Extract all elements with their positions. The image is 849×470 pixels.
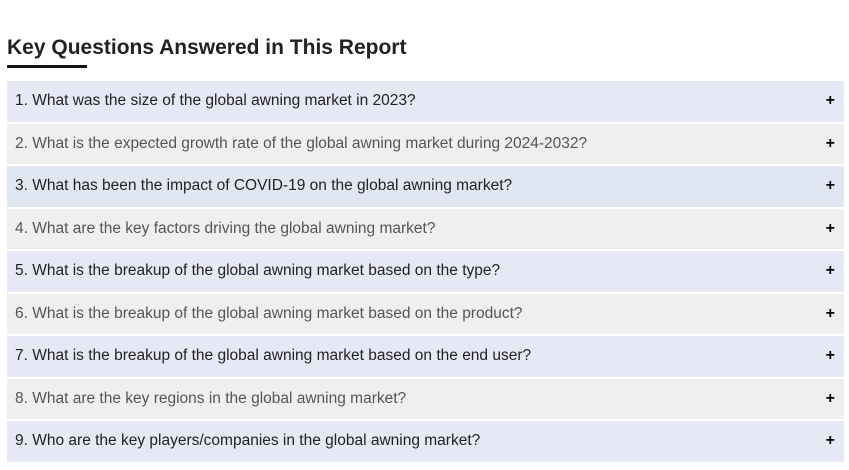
faq-accordion: 1. What was the size of the global awnin… bbox=[7, 81, 844, 464]
faq-item-9[interactable]: 9. Who are the key players/companies in … bbox=[7, 421, 844, 462]
expand-plus-icon[interactable]: + bbox=[825, 177, 835, 195]
expand-plus-icon[interactable]: + bbox=[825, 219, 835, 237]
faq-question: 2. What is the expected growth rate of t… bbox=[15, 134, 588, 152]
faq-question: 4. What are the key factors driving the … bbox=[15, 219, 436, 237]
faq-question: 1. What was the size of the global awnin… bbox=[15, 92, 416, 110]
faq-item-5[interactable]: 5. What is the breakup of the global awn… bbox=[7, 251, 844, 292]
expand-plus-icon[interactable]: + bbox=[825, 134, 835, 152]
faq-item-3[interactable]: 3. What has been the impact of COVID-19 … bbox=[7, 166, 844, 207]
faq-question: 8. What are the key regions in the globa… bbox=[15, 389, 407, 407]
faq-item-4[interactable]: 4. What are the key factors driving the … bbox=[7, 208, 844, 249]
faq-item-2[interactable]: 2. What is the expected growth rate of t… bbox=[7, 123, 844, 164]
expand-plus-icon[interactable]: + bbox=[825, 304, 835, 322]
faq-question: 9. Who are the key players/companies in … bbox=[15, 432, 481, 450]
expand-plus-icon[interactable]: + bbox=[825, 262, 835, 280]
expand-plus-icon[interactable]: + bbox=[825, 389, 835, 407]
expand-plus-icon[interactable]: + bbox=[825, 347, 835, 365]
faq-item-7[interactable]: 7. What is the breakup of the global awn… bbox=[7, 336, 844, 377]
faq-item-1[interactable]: 1. What was the size of the global awnin… bbox=[7, 81, 844, 122]
faq-question: 5. What is the breakup of the global awn… bbox=[15, 262, 501, 280]
faq-question: 6. What is the breakup of the global awn… bbox=[15, 304, 523, 322]
title-underline bbox=[7, 65, 87, 68]
expand-plus-icon[interactable]: + bbox=[825, 92, 835, 110]
faq-question: 3. What has been the impact of COVID-19 … bbox=[15, 177, 513, 195]
section-title: Key Questions Answered in This Report bbox=[7, 36, 407, 59]
faq-item-8[interactable]: 8. What are the key regions in the globa… bbox=[7, 378, 844, 419]
expand-plus-icon[interactable]: + bbox=[825, 432, 835, 450]
faq-item-6[interactable]: 6. What is the breakup of the global awn… bbox=[7, 293, 844, 334]
faq-question: 7. What is the breakup of the global awn… bbox=[15, 347, 532, 365]
